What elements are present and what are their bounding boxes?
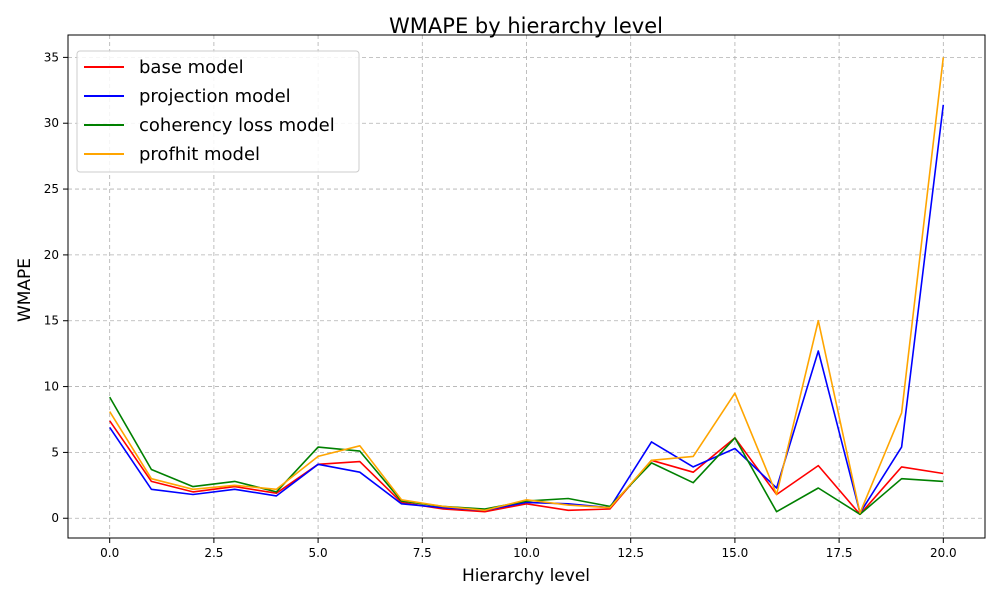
y-tick-label: 10 [44,380,59,394]
legend-label: profhit model [139,144,260,165]
x-tick-label: 5.0 [309,546,328,560]
y-axis-ticks: 0 5 10 15 20 25 30 35 [44,50,68,525]
y-tick-label: 15 [44,314,59,328]
series-line-base-model [109,420,944,516]
x-axis-title: Hierarchy level [462,566,590,586]
series-line-projection-model [109,104,945,514]
x-tick-label: 17.5 [826,546,853,560]
legend-label: coherency loss model [139,115,335,136]
x-tick-label: 12.5 [617,546,644,560]
y-tick-label: 20 [44,248,59,262]
x-tick-label: 20.0 [930,546,957,560]
x-tick-label: 7.5 [413,546,432,560]
series-lines [109,57,945,516]
y-axis-title: WMAPE [15,258,35,322]
x-tick-label: 2.5 [204,546,223,560]
x-tick-label: 15.0 [722,546,749,560]
series-line-profhit-model [109,57,945,514]
y-tick-label: 5 [51,445,59,459]
y-tick-label: 30 [44,116,59,130]
legend-label: base model [139,57,244,78]
legend-box [76,50,360,173]
legend: base model projection model coherency loss… [76,50,360,173]
y-tick-label: 25 [44,182,59,196]
x-axis-ticks: 0.0 2.5 5.0 7.5 10.0 12.5 15.0 17.5 20.0 [100,538,957,560]
y-tick-label: 35 [44,50,59,64]
legend-label: projection model [139,86,291,107]
x-tick-label: 10.0 [513,546,540,560]
chart-title: WMAPE by hierarchy level [389,14,663,38]
grid [68,35,985,538]
y-tick-label: 0 [51,511,59,525]
x-tick-label: 0.0 [100,546,119,560]
series-line-coherency-loss-model [109,396,944,516]
